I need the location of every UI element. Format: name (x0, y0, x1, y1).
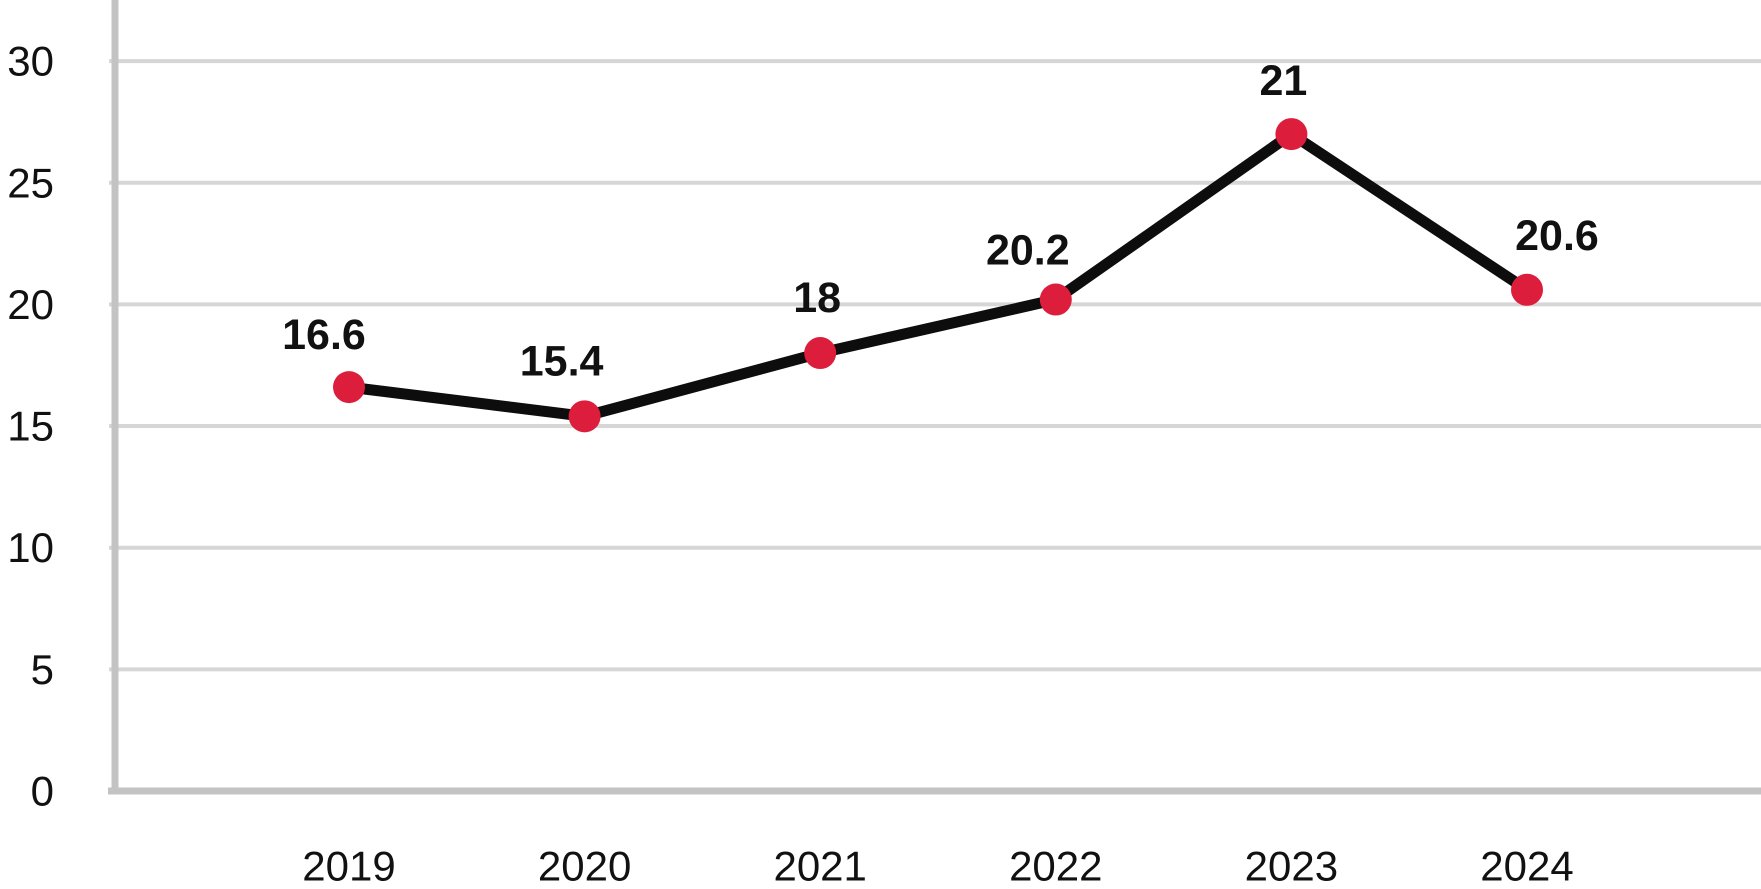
data-point-2022 (1039, 283, 1072, 316)
x-tick-label: 2023 (1245, 843, 1338, 889)
y-tick-label: 30 (7, 38, 54, 85)
x-tick-label: 2020 (538, 843, 631, 889)
data-label-2023: 21 (1259, 57, 1307, 105)
data-label-2020: 15.4 (520, 337, 604, 385)
data-line (343, 128, 1533, 422)
y-tick-label: 5 (31, 646, 54, 693)
data-point-2021 (804, 337, 837, 370)
data-point-2024 (1511, 273, 1543, 306)
y-tick-label: 25 (7, 159, 54, 206)
data-label-2022: 20.2 (986, 227, 1070, 275)
data-label-2019: 16.6 (282, 311, 366, 359)
x-tick-label: 2021 (773, 843, 866, 889)
y-tick-label: 0 (31, 768, 54, 815)
data-label-2024: 20.6 (1515, 212, 1599, 260)
x-tick-label: 2024 (1480, 843, 1573, 889)
x-tick-label: 2022 (1009, 843, 1102, 889)
data-label-2021: 18 (793, 274, 841, 322)
data-point-2019 (333, 371, 365, 404)
x-tick-label: 2019 (302, 843, 395, 889)
data-point-2023 (1275, 118, 1308, 151)
y-tick-label: 20 (7, 281, 54, 328)
data-point-2020 (568, 400, 601, 433)
y-tick-label: 10 (7, 524, 54, 571)
y-tick-label: 15 (7, 403, 54, 450)
